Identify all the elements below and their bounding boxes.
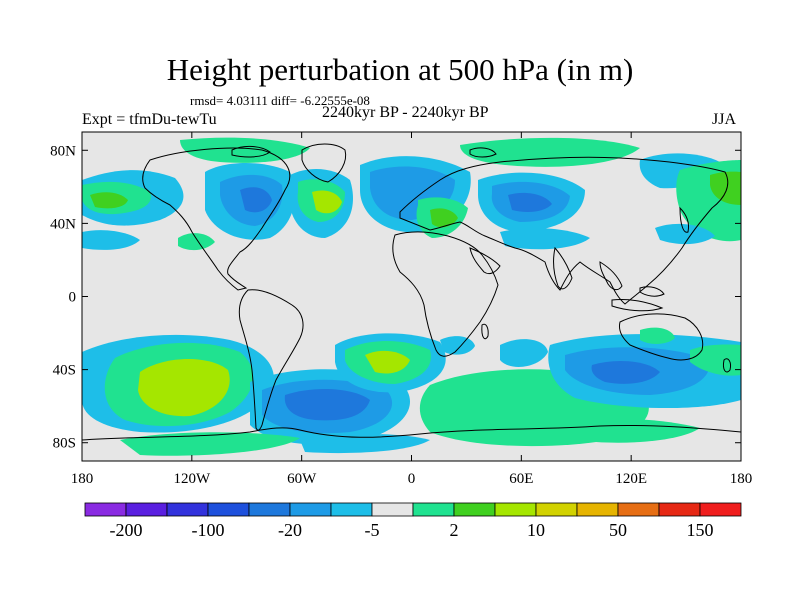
map-area [81, 131, 742, 462]
field-yellow [138, 358, 230, 417]
lon-tick-label: 180 [71, 471, 94, 487]
lat-tick-label: 0 [69, 290, 77, 306]
colorbar-swatch [166, 502, 209, 517]
lon-tick-label: 60E [509, 471, 533, 487]
field-green [690, 344, 741, 376]
colorbar-swatch [453, 502, 496, 517]
colorbar: -200 -100 -20 -5 2 10 50 150 [84, 502, 742, 540]
coastlines [82, 143, 741, 441]
field-lgreen [90, 192, 128, 209]
field-cyan [300, 434, 430, 454]
colorbar-label: 10 [527, 520, 545, 540]
field-green [560, 418, 700, 443]
field-yellow [365, 350, 410, 374]
field-green [178, 233, 215, 251]
colorbar-label: 50 [609, 520, 627, 540]
colorbar-swatch [330, 502, 373, 517]
lon-tick-label: 120E [615, 471, 647, 487]
field-blue2 [284, 388, 370, 421]
colorbar-swatch [699, 502, 742, 517]
field-green [460, 137, 640, 167]
lat-axis: 80N 40N 0 40S 80S [50, 143, 741, 452]
colorbar-label: -20 [278, 520, 302, 540]
lat-tick-label: 80N [50, 143, 76, 159]
field-lgreen [710, 171, 741, 205]
field-cyan [500, 339, 548, 367]
colorbar-swatch [576, 502, 619, 517]
contour-fields [82, 137, 741, 456]
field-cyan [82, 230, 140, 250]
stats-text: rmsd= 4.03111 diff= -6.22555e-08 [190, 93, 370, 108]
field-cyan [440, 336, 475, 355]
colorbar-swatch [125, 502, 168, 517]
colorbar-swatch [658, 502, 701, 517]
colorbar-label: -5 [365, 520, 380, 540]
lon-tick-label: 0 [408, 471, 416, 487]
lon-tick-label: 180 [730, 471, 753, 487]
colorbar-swatch [248, 502, 291, 517]
lon-tick-label: 60W [287, 471, 317, 487]
colorbar-swatch [535, 502, 578, 517]
colorbar-swatch [207, 502, 250, 517]
colorbar-swatch [617, 502, 660, 517]
colorbar-label: -200 [110, 520, 143, 540]
field-blue2 [508, 192, 552, 212]
season-label: JJA [712, 111, 737, 128]
field-cyan [655, 223, 715, 245]
colorbar-label: -100 [192, 520, 225, 540]
field-green [640, 327, 675, 344]
lon-tick-label: 120W [173, 471, 211, 487]
colorbar-swatch [412, 502, 455, 517]
colorbar-swatch [84, 502, 127, 517]
colorbar-swatch [371, 502, 414, 517]
field-cyan [500, 228, 590, 250]
colorbar-label: 2 [450, 520, 459, 540]
field-blue2 [591, 360, 660, 384]
colorbar-swatch [289, 502, 332, 517]
lat-tick-label: 80S [53, 436, 76, 452]
period-label: 2240kyr BP - 2240kyr BP [322, 104, 489, 121]
map-title: Height perturbation at 500 hPa (in m) [166, 52, 634, 87]
lon-axis: 180 120W 60W 0 60E 120E 180 [71, 132, 753, 487]
lat-tick-label: 40S [53, 363, 76, 379]
field-lgreen [430, 208, 458, 228]
colorbar-label: 150 [687, 520, 714, 540]
field-green [120, 432, 300, 456]
field-yellow [312, 190, 342, 214]
lat-tick-label: 40N [50, 216, 76, 232]
experiment-label: Expt = tfmDu-tewTu [82, 111, 217, 128]
colorbar-swatch [494, 502, 537, 517]
field-blue2 [240, 187, 272, 213]
